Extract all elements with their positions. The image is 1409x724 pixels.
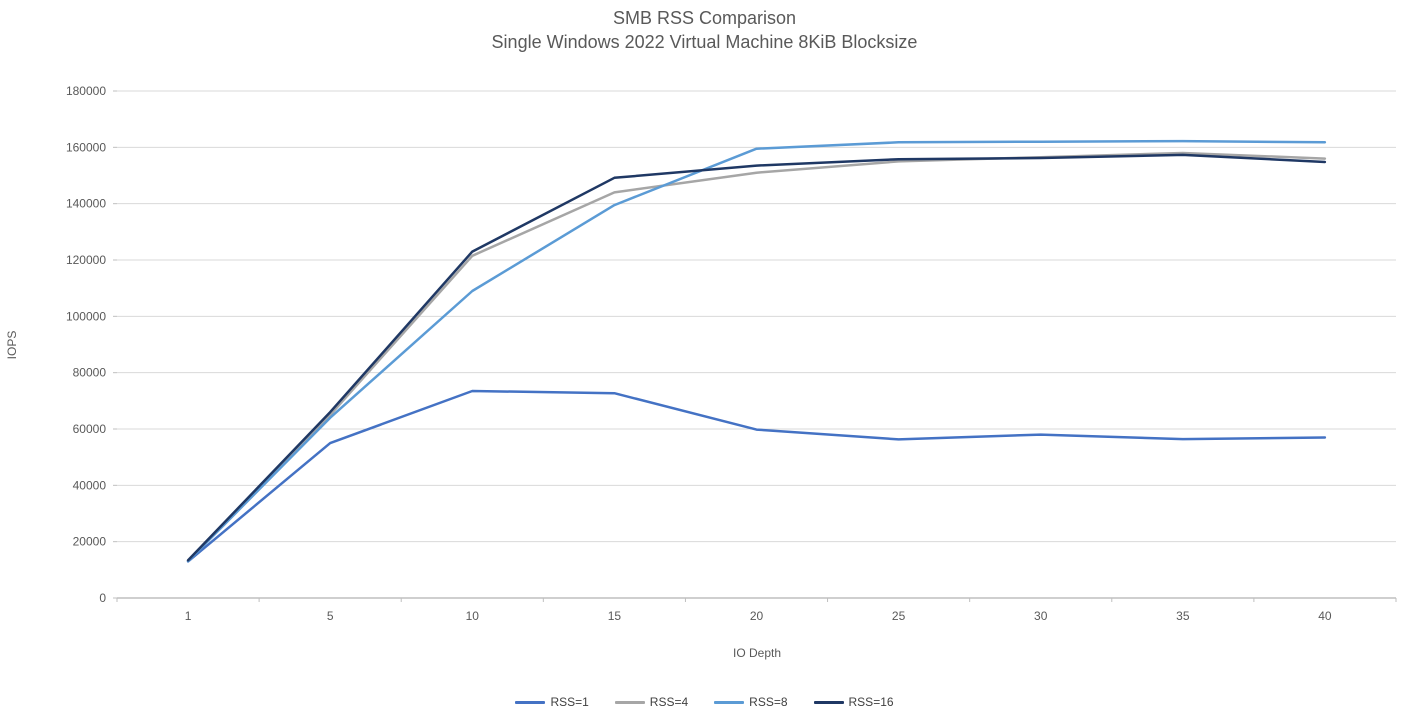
y-axis-title: IOPS	[5, 330, 19, 360]
chart-subtitle: Single Windows 2022 Virtual Machine 8KiB…	[491, 32, 918, 52]
legend-item-rss-8: RSS=8	[714, 695, 788, 709]
y-tick-label: 0	[99, 591, 106, 605]
legend-swatch	[714, 700, 745, 704]
y-tick-label: 180000	[66, 84, 106, 98]
legend-swatch	[614, 700, 645, 704]
y-tick-label: 120000	[66, 253, 106, 267]
y-tick-label: 140000	[66, 197, 106, 211]
x-tick-label: 20	[750, 609, 764, 623]
series-line-rss-4	[186, 151, 1327, 562]
series-line-rss-8	[186, 139, 1327, 563]
y-tick-label: 160000	[66, 140, 106, 154]
legend-label: RSS=16	[848, 695, 894, 709]
x-axis-title: IO Depth	[732, 646, 782, 660]
legend-label: RSS=8	[749, 695, 788, 709]
x-tick-label: 40	[1318, 609, 1332, 623]
x-tick-label: 30	[1034, 609, 1048, 623]
legend-label: RSS=1	[550, 695, 589, 709]
legend: RSS=1 RSS=4 RSS=8 RSS=16	[0, 695, 1409, 709]
series-line-rss-16	[186, 153, 1327, 562]
legend-label: RSS=4	[649, 695, 689, 709]
x-tick-label: 25	[892, 609, 906, 623]
y-tick-label: 100000	[66, 309, 106, 323]
x-tick-label: 1	[185, 609, 192, 623]
legend-item-rss-4: RSS=4	[614, 695, 689, 709]
x-tick-label: 10	[466, 609, 480, 623]
y-tick-label: 60000	[73, 422, 107, 436]
series-line-rss-1	[186, 389, 1327, 563]
legend-item-rss-1: RSS=1	[515, 695, 589, 709]
legend-swatch	[813, 700, 844, 704]
y-tick-label: 80000	[73, 366, 107, 380]
x-tick-label: 15	[608, 609, 622, 623]
legend-swatch	[515, 700, 546, 704]
y-tick-label: 40000	[73, 478, 107, 492]
legend-item-rss-16: RSS=16	[813, 695, 894, 709]
y-tick-label: 20000	[73, 535, 107, 549]
chart-title: SMB RSS Comparison	[612, 8, 797, 28]
chart-title-block: SMB RSS Comparison Single Windows 2022 V…	[0, 6, 1409, 54]
x-tick-label: 35	[1176, 609, 1190, 623]
x-tick-label: 5	[327, 609, 334, 623]
